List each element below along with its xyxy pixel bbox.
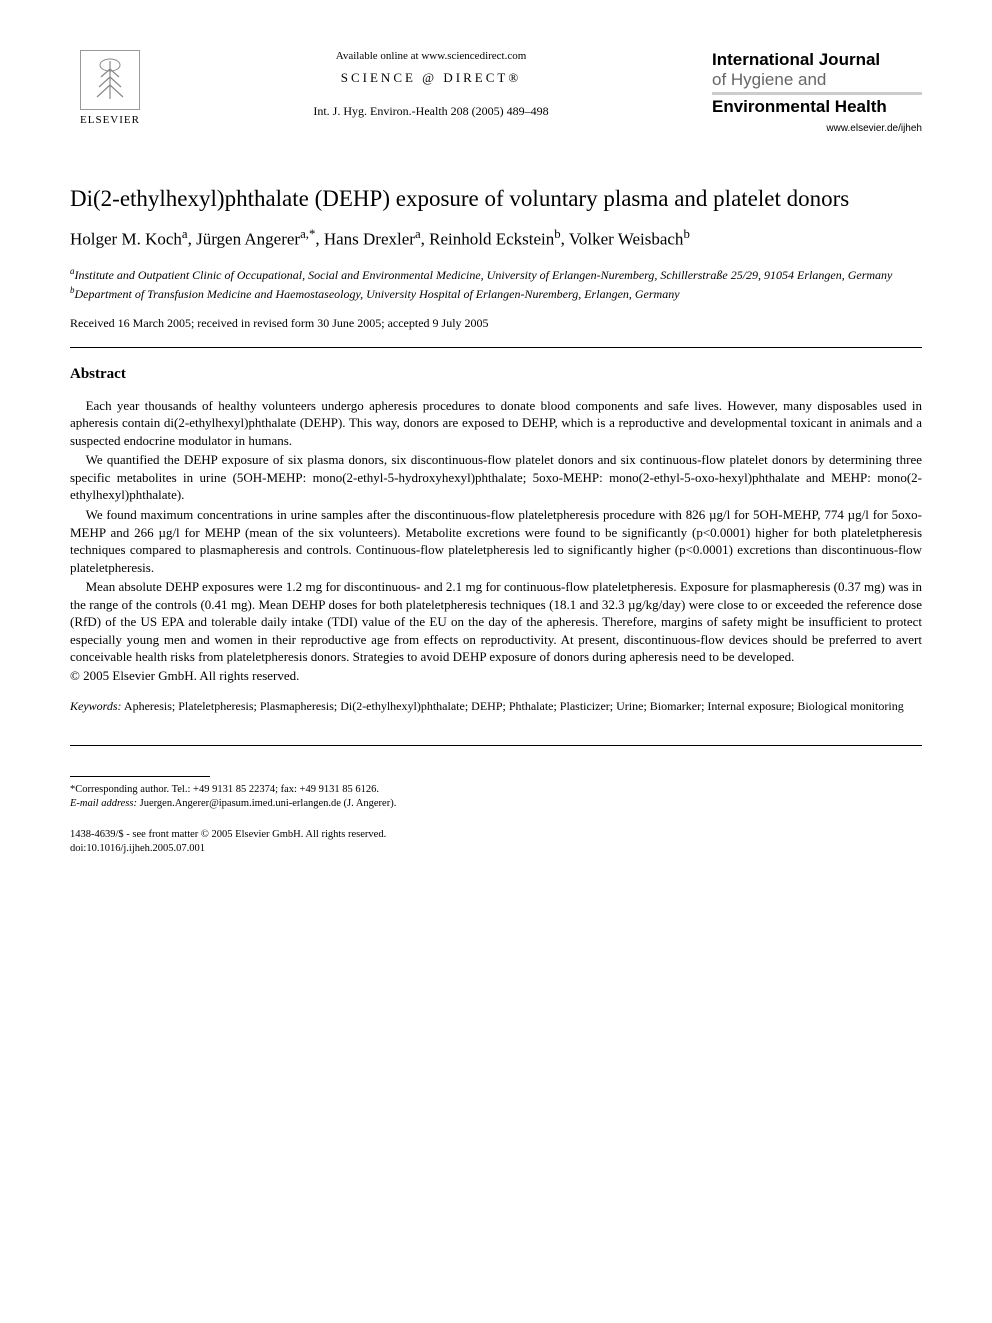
page-header: ELSEVIER Available online at www.science… bbox=[70, 50, 922, 134]
corresponding-author-footnote: *Corresponding author. Tel.: +49 9131 85… bbox=[70, 783, 922, 812]
authors-list: Holger M. Kocha, Jürgen Angerera,*, Hans… bbox=[70, 226, 922, 251]
sciencedirect-logo: SCIENCE @ DIRECT® bbox=[170, 70, 692, 86]
corresponding-tel-fax: *Corresponding author. Tel.: +49 9131 85… bbox=[70, 783, 922, 798]
journal-title-line3: Environmental Health bbox=[712, 97, 922, 117]
corresponding-email: E-mail address: Juergen.Angerer@ipasum.i… bbox=[70, 797, 922, 812]
available-online-text: Available online at www.sciencedirect.co… bbox=[170, 50, 692, 62]
copyright-line: © 2005 Elsevier GmbH. All rights reserve… bbox=[70, 668, 922, 684]
issn-line: 1438-4639/$ - see front matter © 2005 El… bbox=[70, 828, 922, 842]
abstract-p2: We quantified the DEHP exposure of six p… bbox=[70, 451, 922, 504]
keywords-list: Apheresis; Plateletpheresis; Plasmaphere… bbox=[124, 699, 904, 713]
footnote-divider bbox=[70, 776, 210, 777]
journal-title-line2: of Hygiene and bbox=[712, 70, 922, 95]
citation-line: Int. J. Hyg. Environ.-Health 208 (2005) … bbox=[170, 104, 692, 119]
divider-bottom bbox=[70, 745, 922, 746]
journal-url[interactable]: www.elsevier.de/ijheh bbox=[712, 123, 922, 134]
keywords-label: Keywords: bbox=[70, 699, 122, 713]
article-title: Di(2-ethylhexyl)phthalate (DEHP) exposur… bbox=[70, 184, 922, 214]
keywords-block: Keywords: Apheresis; Plateletpheresis; P… bbox=[70, 698, 922, 715]
journal-title-line1: International Journal bbox=[712, 50, 922, 70]
abstract-p3: We found maximum concentrations in urine… bbox=[70, 506, 922, 576]
abstract-p1: Each year thousands of healthy volunteer… bbox=[70, 397, 922, 450]
abstract-p4: Mean absolute DEHP exposures were 1.2 mg… bbox=[70, 578, 922, 666]
affiliation-a: aInstitute and Outpatient Clinic of Occu… bbox=[70, 265, 922, 283]
doi-line: doi:10.1016/j.ijheh.2005.07.001 bbox=[70, 842, 922, 856]
email-label: E-mail address: bbox=[70, 798, 137, 809]
divider-top bbox=[70, 347, 922, 348]
article-dates: Received 16 March 2005; received in revi… bbox=[70, 316, 922, 331]
email-address[interactable]: Juergen.Angerer@ipasum.imed.uni-erlangen… bbox=[140, 798, 397, 809]
publisher-name: ELSEVIER bbox=[80, 114, 140, 126]
journal-box: International Journal of Hygiene and Env… bbox=[712, 50, 922, 134]
center-header: Available online at www.sciencedirect.co… bbox=[150, 50, 712, 119]
affiliation-b: bDepartment of Transfusion Medicine and … bbox=[70, 284, 922, 302]
publisher-logo: ELSEVIER bbox=[70, 50, 150, 126]
affiliations: aInstitute and Outpatient Clinic of Occu… bbox=[70, 265, 922, 301]
bottom-info: 1438-4639/$ - see front matter © 2005 El… bbox=[70, 828, 922, 855]
abstract-heading: Abstract bbox=[70, 366, 922, 383]
elsevier-tree-icon bbox=[80, 50, 140, 110]
